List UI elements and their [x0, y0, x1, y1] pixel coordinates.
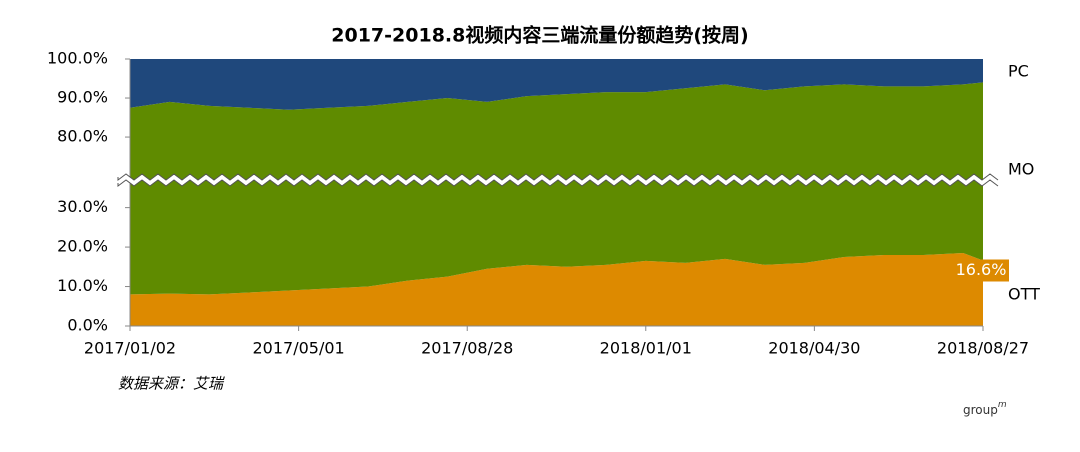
- y-tick-label: 30.0%: [57, 197, 108, 216]
- data-label: 16.6%: [956, 260, 1007, 279]
- axis-break-outline: [117, 179, 999, 187]
- chart-title: 2017-2018.8视频内容三端流量份额趋势(按周): [331, 24, 748, 47]
- y-tick-label: 90.0%: [57, 88, 108, 107]
- y-tick-label: 80.0%: [57, 127, 108, 146]
- y-tick-label: 0.0%: [67, 316, 108, 335]
- x-tick-label: 2017/05/01: [253, 339, 345, 358]
- source-note: 数据来源：艾瑞: [118, 375, 225, 393]
- axis-break: [116, 174, 1000, 187]
- series-label: OTT: [1008, 285, 1040, 304]
- logo-sup: m: [998, 400, 1007, 410]
- x-tick-label: 2018/01/01: [600, 339, 692, 358]
- series-label: PC: [1008, 62, 1029, 81]
- y-tick-label: 100.0%: [47, 49, 108, 68]
- x-tick-label: 2018/08/27: [937, 339, 1029, 358]
- area: [130, 59, 983, 110]
- area: [130, 82, 983, 295]
- data-label-bg: [953, 259, 1009, 282]
- x-tick-label: 2017/01/02: [84, 339, 176, 358]
- area: [130, 253, 983, 326]
- y-tick-label: 20.0%: [57, 237, 108, 256]
- x-tick-label: 2017/08/28: [421, 339, 513, 358]
- logo: groupm: [963, 400, 1007, 417]
- x-tick-label: 2018/04/30: [768, 339, 860, 358]
- y-tick-label: 10.0%: [57, 276, 108, 295]
- series-label: MO: [1008, 160, 1034, 179]
- axis-break-outline: [117, 173, 999, 181]
- logo-text: group: [963, 403, 998, 417]
